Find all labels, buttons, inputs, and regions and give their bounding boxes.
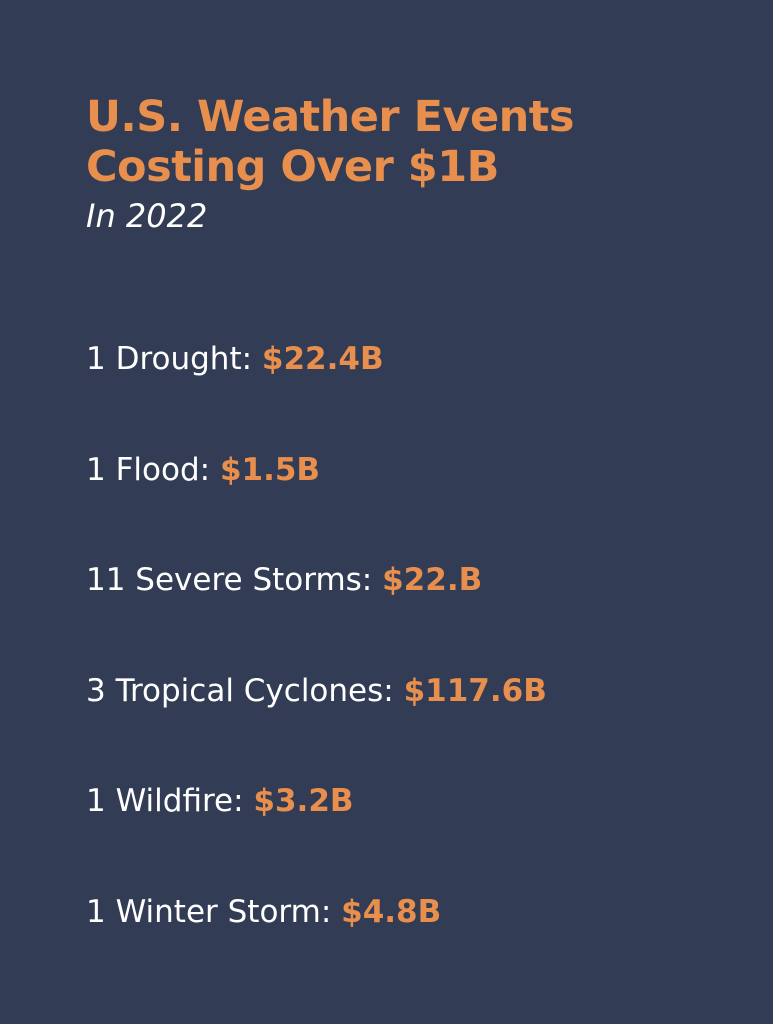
list-item-wildfire: 1 Wildfire: $3.2B — [86, 778, 547, 889]
event-label: 1 Drought: — [86, 341, 262, 377]
event-cost: $3.2B — [253, 783, 354, 819]
title-line-2: Costing Over $1B — [86, 142, 499, 192]
list-item-flood: 1 Flood: $1.5B — [86, 447, 547, 558]
event-label: 11 Severe Storms: — [86, 562, 383, 598]
event-cost: $22.B — [382, 562, 483, 598]
header: U.S. Weather Events Costing Over $1B In … — [86, 92, 733, 236]
page-title: U.S. Weather Events Costing Over $1B — [86, 92, 733, 192]
list-item-severe-storms: 11 Severe Storms: $22.B — [86, 557, 547, 668]
title-line-1: U.S. Weather Events — [86, 92, 574, 142]
list-item-drought: 1 Drought: $22.4B — [86, 336, 547, 447]
event-cost: $22.4B — [261, 341, 384, 377]
event-cost: $117.6B — [403, 672, 547, 709]
event-cost: $1.5B — [219, 451, 321, 488]
list-item-winter-storm: 1 Winter Storm: $4.8B — [86, 889, 547, 1000]
event-label: 1 Winter Storm: — [86, 893, 342, 930]
list-item-tropical-cyclones: 3 Tropical Cyclones: $117.6B — [86, 668, 547, 779]
event-label: 1 Wildfire: — [86, 783, 254, 819]
event-label: 3 Tropical Cyclones: — [86, 672, 404, 709]
event-list: 1 Drought: $22.4B 1 Flood: $1.5B 11 Seve… — [86, 336, 547, 999]
event-cost: $4.8B — [341, 893, 442, 930]
subtitle: In 2022 — [86, 197, 208, 235]
event-label: 1 Flood: — [86, 451, 220, 488]
